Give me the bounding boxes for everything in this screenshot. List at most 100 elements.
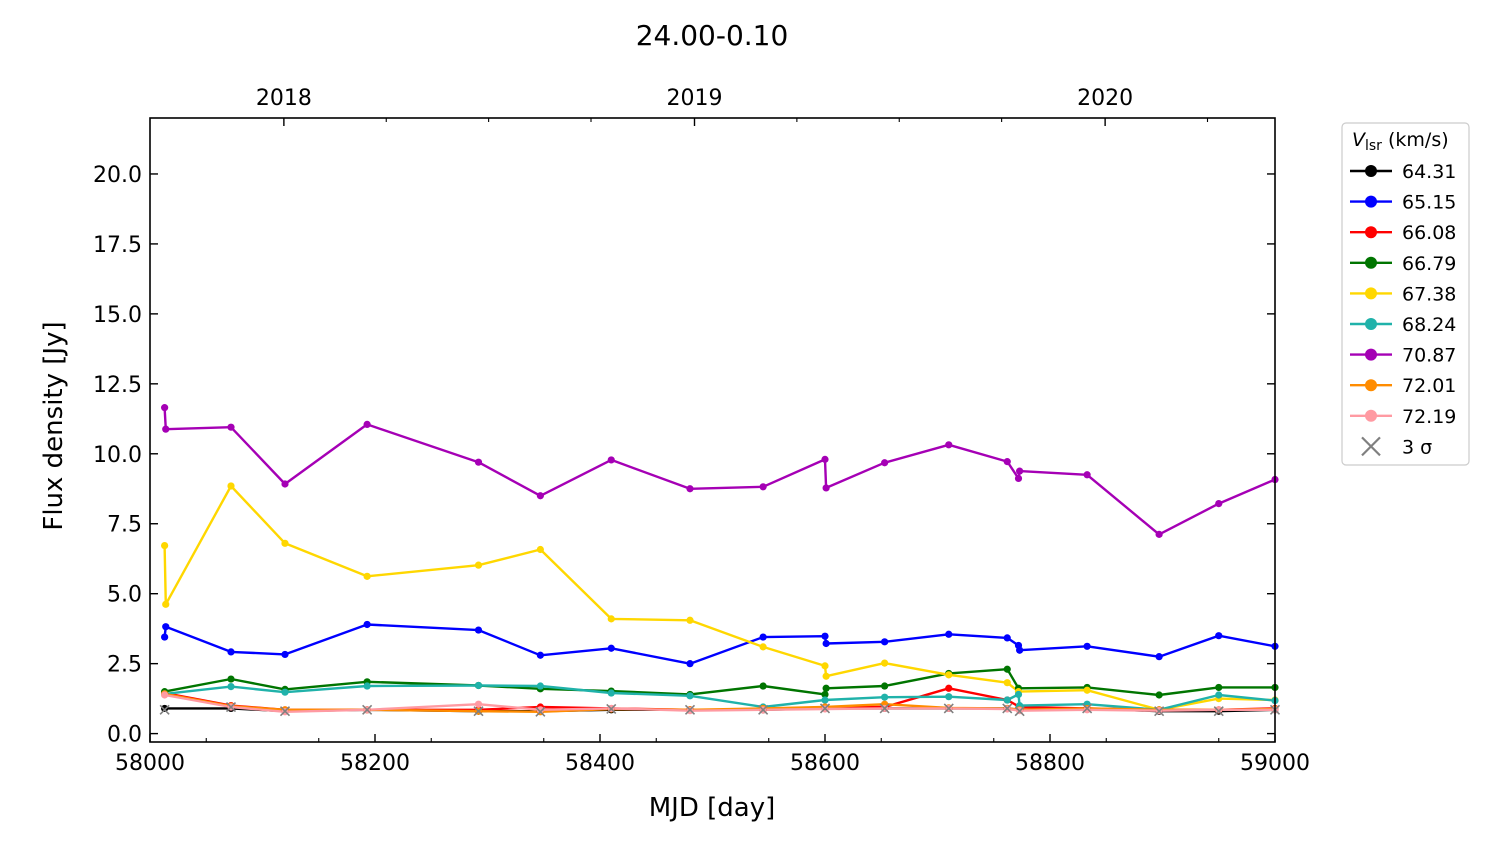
upper-limit-stroke <box>758 704 769 715</box>
data-point-65.15 <box>363 620 371 629</box>
plot-frame <box>149 117 1276 743</box>
data-point-72.19 <box>161 691 169 699</box>
data-point-65.15 <box>474 626 483 634</box>
series-line-67.38 <box>163 484 1276 711</box>
data-point-65.15 <box>162 623 170 631</box>
series-lines <box>163 407 1276 713</box>
data-point-68.24 <box>1215 691 1223 699</box>
data-point-68.24 <box>821 696 829 704</box>
data-point-70.87 <box>474 458 483 466</box>
data-point-68.24 <box>474 681 483 690</box>
data-point-70.87 <box>821 455 829 463</box>
y-tick-label: 15.0 <box>93 303 142 328</box>
data-point-65.15 <box>1215 632 1223 640</box>
data-point-70.87 <box>1083 471 1091 479</box>
upper-limit-stroke <box>1082 703 1093 714</box>
series-line-66.79 <box>164 668 1275 697</box>
data-point-70.87 <box>162 425 170 433</box>
upper-limit-markers <box>159 701 1281 717</box>
x-tick-label: 58400 <box>565 751 635 776</box>
legend-box <box>1341 122 1470 466</box>
upper-limit-marker <box>1014 706 1025 717</box>
data-point-72.19 <box>536 706 544 714</box>
data-point-67.38 <box>363 572 371 580</box>
data-point-68.24 <box>227 682 235 691</box>
data-point-67.38 <box>227 482 235 490</box>
top-year-label: 2019 <box>667 86 723 111</box>
legend-title: Vlsr (km/s) <box>1352 129 1449 154</box>
data-point-65.15 <box>881 638 889 646</box>
data-point-67.38 <box>474 561 483 569</box>
legend-marker-65.15 <box>1365 195 1377 208</box>
data-point-66.79 <box>759 682 767 690</box>
data-point-65.15 <box>281 650 289 659</box>
legend-marker-72.01 <box>1365 379 1377 392</box>
data-point-66.79 <box>1155 691 1163 699</box>
data-point-70.87 <box>686 485 694 493</box>
data-point-67.38 <box>822 672 830 680</box>
upper-limit-marker <box>758 704 769 715</box>
x-tick-label: 58200 <box>340 751 410 776</box>
data-point-70.87 <box>945 441 953 449</box>
data-point-70.87 <box>759 483 767 491</box>
data-point-68.24 <box>945 693 953 701</box>
upper-limit-marker <box>606 703 617 715</box>
legend-title-sub: lsr <box>1365 138 1382 154</box>
data-point-65.15 <box>759 633 767 641</box>
data-point-68.24 <box>536 682 544 690</box>
data-point-68.24 <box>881 693 889 701</box>
data-point-70.87 <box>536 492 544 500</box>
upper-limit-marker <box>819 703 831 714</box>
data-point-66.79 <box>1003 665 1011 673</box>
legend-label-70.87: 70.87 <box>1402 345 1456 367</box>
upper-limit-marker <box>1154 706 1165 717</box>
upper-limit-stroke <box>159 704 170 715</box>
top-year-axis: 2018 2019 2020 <box>256 86 1209 126</box>
data-point-67.38 <box>945 671 953 679</box>
legend-limit-stroke <box>1361 436 1381 457</box>
x-tick-label: 58000 <box>115 751 185 776</box>
data-point-66.79 <box>227 675 235 683</box>
legend-items: 64.31 65.15 66.08 66.79 67.38 68.24 70.87 72.01… <box>1350 161 1456 458</box>
data-point-64.31 <box>161 704 169 713</box>
data-point-67.38 <box>821 662 829 670</box>
legend-marker-67.38 <box>1365 287 1377 300</box>
data-point-65.15 <box>822 639 830 648</box>
data-point-70.87 <box>281 480 289 488</box>
upper-limit-stroke <box>535 706 546 717</box>
y-tick-label: 10.0 <box>93 443 142 468</box>
data-point-67.38 <box>162 600 170 608</box>
data-point-70.87 <box>1016 467 1024 475</box>
upper-limit-stroke <box>279 706 291 717</box>
data-point-65.15 <box>607 644 615 652</box>
series-line-70.87 <box>163 407 1276 536</box>
x-tick-label: 58800 <box>1015 751 1085 776</box>
data-point-65.15 <box>536 651 544 659</box>
upper-limit-stroke <box>684 704 696 715</box>
data-point-66.08 <box>945 684 953 692</box>
data-point-67.38 <box>1083 686 1091 694</box>
data-point-72.19 <box>1215 706 1223 714</box>
data-point-68.24 <box>281 688 289 696</box>
top-year-label: 2020 <box>1077 86 1133 111</box>
legend-label-64.31: 64.31 <box>1402 161 1456 183</box>
y-tick-label: 0.0 <box>107 723 142 748</box>
legend-title-main: V <box>1352 129 1367 151</box>
data-point-70.87 <box>881 459 889 467</box>
data-point-70.87 <box>227 423 235 431</box>
y-axis-title: Flux density [Jy] <box>39 321 69 530</box>
data-point-65.15 <box>945 630 953 638</box>
upper-limit-marker <box>473 706 484 717</box>
x-axis: 58000 58200 58400 58600 58800 59000 <box>115 734 1310 776</box>
legend-marker-66.08 <box>1365 226 1377 239</box>
upper-limit-stroke <box>1014 706 1025 717</box>
data-point-66.79 <box>821 690 829 699</box>
data-point-65.15 <box>227 648 235 656</box>
legend-label-72.19: 72.19 <box>1402 406 1456 428</box>
legend-title-unit: (km/s) <box>1382 129 1449 151</box>
upper-limit-stroke <box>879 703 890 714</box>
data-point-67.38 <box>686 616 694 624</box>
upper-limit-marker <box>879 703 890 714</box>
top-year-label: 2018 <box>256 86 312 111</box>
data-point-65.15 <box>821 632 829 640</box>
